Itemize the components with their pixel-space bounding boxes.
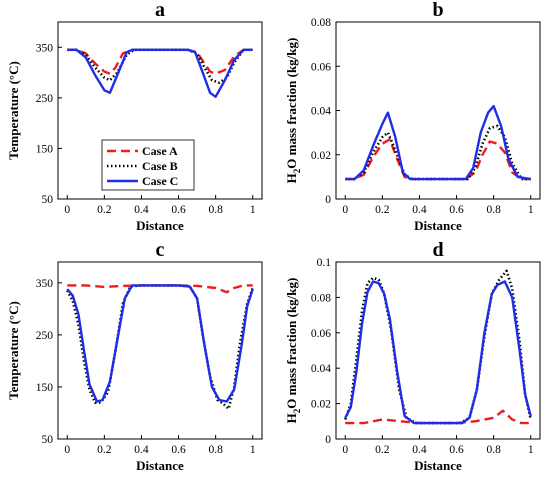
y-tick-label: 0.02: [311, 150, 331, 162]
x-tick-label: 0.6: [449, 444, 464, 456]
panel-d: d 0 0.2 0.4 0.6 0.8 1 0 0.02 0.04 0.06 0.08 0.1 Dista…: [284, 239, 541, 473]
x-tick-label: 0.2: [97, 204, 112, 216]
x-tick-label: 1: [250, 444, 256, 456]
series-line-case-a: [67, 48, 253, 75]
y-axis-label: H2O mass fraction (kg/kg): [284, 38, 302, 184]
y-label-part: H: [284, 173, 299, 183]
series-line-case-b: [344, 269, 532, 425]
x-tick-label: 0.8: [486, 204, 501, 216]
y-tick-label: 0.04: [311, 363, 331, 375]
y-tick-label: 0.1: [317, 257, 332, 269]
x-tick-label: 0.2: [97, 444, 112, 456]
y-label-part: O mass fraction (kg/kg): [284, 38, 299, 169]
x-tick-label: 0: [342, 444, 348, 456]
axes-frame: [57, 21, 263, 200]
y-label-part: H: [284, 413, 299, 423]
panel-title: b: [432, 0, 443, 21]
x-tick-label: 1: [528, 444, 534, 456]
series-line-case-a: [67, 284, 253, 294]
y-tick-label: 0.06: [311, 61, 331, 73]
x-tick-label: 0.6: [449, 204, 464, 216]
x-tick-label: 0.6: [171, 444, 186, 456]
x-tick-label: 1: [528, 204, 534, 216]
series-line-case-c: [67, 48, 253, 99]
y-tick-label: 0.08: [311, 17, 331, 29]
x-tick-label: 0.8: [208, 204, 223, 216]
y-tick-label: 0: [325, 194, 331, 206]
x-tick-label: 0.4: [134, 204, 149, 216]
x-axis-label: Distance: [136, 458, 184, 473]
series-line-case-b: [66, 284, 254, 411]
y-tick-label: 0.08: [311, 292, 331, 304]
y-tick-label: 250: [36, 330, 54, 342]
y-tick-label: 0.02: [311, 399, 331, 411]
panel-b: b 0 0.2 0.4 0.6 0.8 1 0 0.02 0.04 0.06 0.08 Distance…: [284, 0, 541, 233]
x-tick-label: 0: [64, 444, 70, 456]
x-tick-label: 0.8: [486, 444, 501, 456]
y-tick-label: 0.06: [311, 328, 331, 340]
y-axis-label: Temperature (°C): [6, 61, 21, 160]
axes-frame: [335, 261, 541, 440]
legend-label: Case A: [142, 144, 178, 158]
y-tick-label: 250: [36, 93, 54, 105]
y-tick-label: 350: [36, 42, 54, 54]
y-label-part: O mass fraction (kg/kg): [284, 278, 299, 409]
axes-frame: [335, 21, 541, 200]
y-tick-label: 350: [36, 278, 54, 290]
x-axis-label: Distance: [414, 218, 462, 233]
y-label-subscript: 2: [292, 168, 302, 173]
series-line-case-c: [345, 104, 531, 181]
x-tick-label: 0: [64, 204, 70, 216]
y-axis-label: Temperature (°C): [6, 301, 21, 400]
x-axis-label: Distance: [414, 458, 462, 473]
x-tick-label: 0: [342, 204, 348, 216]
panel-c: c0 0.2 0.4 0.6 0.8 150150250350DistanceTemper…: [6, 239, 263, 473]
legend-label: Case C: [142, 174, 178, 188]
series-line-case-a: [345, 409, 531, 425]
series-line-case-c: [66, 284, 254, 403]
x-tick-label: 0.4: [412, 204, 427, 216]
panel-title: a: [155, 0, 165, 21]
x-axis-label: Distance: [136, 218, 184, 233]
x-tick-label: 0.2: [375, 204, 390, 216]
x-tick-label: 0.6: [171, 204, 186, 216]
series-line-case-a: [345, 138, 531, 181]
y-tick-label: 150: [36, 143, 54, 155]
y-tick-label: 0: [325, 434, 331, 446]
y-tick-label: 50: [42, 194, 54, 206]
panel-title: c: [156, 239, 165, 261]
panel-title: d: [432, 239, 443, 261]
y-axis-label: H2O mass fraction (kg/kg): [284, 278, 302, 424]
x-tick-label: 0.4: [412, 444, 427, 456]
axes-frame: [57, 261, 263, 440]
x-tick-label: 0.2: [375, 444, 390, 456]
panel-a: a0 0.2 0.4 0.6 0.8 150150250350DistanceTemper…: [6, 0, 263, 233]
legend-label: Case B: [142, 159, 178, 173]
y-tick-label: 150: [36, 382, 54, 394]
y-label-subscript: 2: [292, 408, 302, 413]
y-tick-label: 50: [42, 434, 54, 446]
y-tick-label: 0.04: [311, 106, 331, 118]
x-tick-label: 1: [250, 204, 256, 216]
x-tick-label: 0.4: [134, 444, 149, 456]
series-line-case-c: [344, 280, 532, 425]
x-tick-label: 0.8: [208, 444, 223, 456]
